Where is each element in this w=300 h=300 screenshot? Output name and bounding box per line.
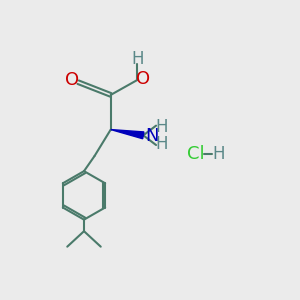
- Text: H: H: [156, 118, 168, 136]
- Polygon shape: [111, 130, 144, 139]
- Text: H: H: [213, 145, 225, 163]
- Text: N: N: [146, 128, 159, 146]
- Text: Cl: Cl: [187, 145, 204, 163]
- Text: H: H: [156, 135, 168, 153]
- Text: O: O: [64, 71, 79, 89]
- Text: H: H: [132, 50, 144, 68]
- Text: O: O: [136, 70, 150, 88]
